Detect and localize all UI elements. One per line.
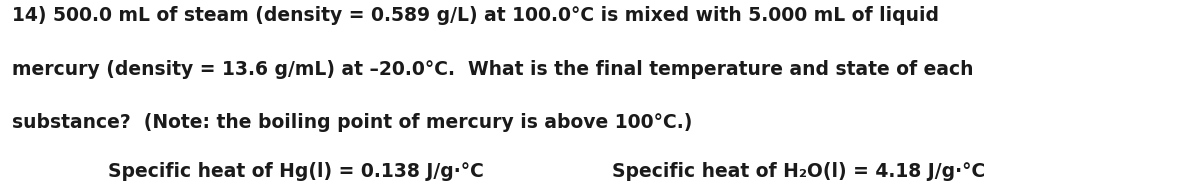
Text: 14) 500.0 mL of steam (density = 0.589 g/L) at 100.0°C is mixed with 5.000 mL of: 14) 500.0 mL of steam (density = 0.589 g… [12, 6, 940, 25]
Text: Specific heat of H₂O(l) = 4.18 J/g·°C: Specific heat of H₂O(l) = 4.18 J/g·°C [612, 162, 985, 181]
Text: Specific heat of Hg(l) = 0.138 J/g·°C: Specific heat of Hg(l) = 0.138 J/g·°C [108, 162, 484, 181]
Text: substance?  (Note: the boiling point of mercury is above 100°C.): substance? (Note: the boiling point of m… [12, 113, 692, 132]
Text: mercury (density = 13.6 g/mL) at –20.0°C.  What is the final temperature and sta: mercury (density = 13.6 g/mL) at –20.0°C… [12, 60, 973, 78]
